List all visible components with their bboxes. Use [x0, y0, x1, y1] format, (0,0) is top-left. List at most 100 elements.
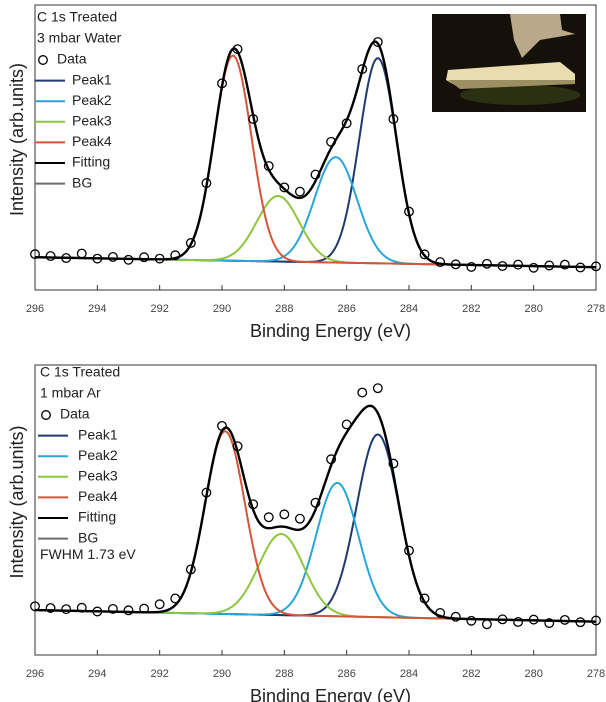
- x-tick-label: 284: [400, 668, 418, 680]
- data-point: [544, 260, 555, 271]
- peak-curve: [34, 430, 597, 623]
- data-point: [294, 186, 305, 197]
- x-tick-label: 292: [150, 303, 168, 315]
- data-point: [388, 114, 399, 124]
- x-tick-label: 288: [275, 303, 293, 315]
- data-point: [310, 169, 321, 180]
- peak-curve: [34, 156, 597, 269]
- data-point: [201, 178, 212, 189]
- legend-label: Peak3: [78, 468, 118, 484]
- y-axis-label: Intensity (arb.units): [7, 425, 27, 578]
- data-point: [232, 441, 243, 452]
- data-point: [404, 206, 414, 217]
- data-point: [326, 136, 337, 147]
- data-point: [76, 602, 87, 613]
- data-point: [481, 258, 492, 269]
- data-point: [404, 545, 414, 556]
- x-tick-label: 296: [26, 668, 44, 680]
- legend-label: Data: [60, 406, 90, 422]
- data-point: [154, 599, 165, 610]
- data-point: [76, 248, 87, 259]
- x-axis-label: Binding Energy (eV): [250, 686, 411, 702]
- x-tick-label: 282: [462, 668, 480, 680]
- data-point: [341, 118, 352, 129]
- data-point: [435, 257, 446, 268]
- data-point: [248, 114, 259, 124]
- data-point: [419, 249, 430, 260]
- x-tick-label: 282: [462, 303, 480, 315]
- data-point: [154, 253, 165, 264]
- data-point: [201, 487, 212, 498]
- legend-label: Peak2: [72, 92, 112, 108]
- y-axis-label: Intensity (arb.units): [7, 63, 27, 216]
- legend-marker: [41, 410, 51, 420]
- fitting-curve: [34, 404, 597, 623]
- data-point: [372, 383, 383, 394]
- photo-tool: [510, 14, 575, 58]
- data-point: [92, 606, 103, 617]
- data-point: [435, 608, 446, 618]
- x-tick-label: 292: [150, 668, 168, 680]
- x-tick-label: 286: [337, 303, 355, 315]
- inset-photo: [432, 14, 586, 112]
- data-point: [92, 253, 103, 264]
- data-point: [513, 259, 524, 270]
- legend-label: Peak3: [72, 113, 112, 129]
- x-tick-label: 288: [275, 668, 293, 680]
- data-point: [341, 419, 352, 430]
- plot-area: [30, 383, 601, 630]
- data-point: [591, 615, 601, 626]
- data-point: [450, 611, 461, 622]
- data-point: [107, 603, 118, 614]
- data-point: [185, 564, 196, 575]
- x-tick-label: 284: [400, 303, 418, 315]
- data-point: [591, 261, 601, 272]
- data-point: [185, 238, 196, 248]
- data-point: [123, 605, 134, 616]
- x-tick-label: 294: [88, 668, 106, 680]
- x-tick-label: 280: [524, 668, 542, 680]
- data-point: [263, 161, 274, 171]
- x-tick-label: 278: [587, 668, 605, 680]
- data-point: [419, 593, 430, 604]
- data-point: [123, 254, 134, 265]
- legend-label: Fitting: [78, 509, 116, 525]
- annotation: FWHM 1.73 eV: [40, 546, 136, 562]
- data-point: [232, 44, 243, 55]
- x-axis-label: Binding Energy (eV): [250, 321, 411, 341]
- data-point: [107, 251, 118, 262]
- data-point: [575, 262, 586, 273]
- data-point: [61, 253, 72, 264]
- data-point: [357, 387, 368, 398]
- x-tick-label: 280: [524, 303, 542, 315]
- data-point: [559, 614, 570, 625]
- data-point: [279, 509, 290, 520]
- x-tick-label: 294: [88, 303, 106, 315]
- x-tick-label: 286: [337, 668, 355, 680]
- x-tick-label: 290: [213, 303, 231, 315]
- data-point: [357, 64, 368, 75]
- data-point: [248, 499, 259, 510]
- data-point: [466, 261, 477, 272]
- data-point: [30, 601, 40, 612]
- x-tick-label: 278: [587, 303, 605, 315]
- plot-frame: [34, 364, 597, 656]
- data-point: [217, 78, 227, 89]
- data-point: [388, 458, 399, 469]
- data-point: [61, 604, 72, 615]
- data-point: [450, 259, 461, 270]
- panel-subtitle: 1 mbar Ar: [40, 385, 101, 401]
- photo-glow: [460, 85, 580, 105]
- legend-label: Peak1: [78, 426, 118, 442]
- data-point: [559, 259, 570, 270]
- fitting-curve: [34, 40, 597, 269]
- legend-label: Peak2: [78, 447, 118, 463]
- legend-label: Fitting: [72, 154, 110, 170]
- panel-subtitle: 3 mbar Water: [37, 30, 122, 46]
- legend-label: Peak4: [72, 133, 112, 149]
- legend-label: Data: [57, 51, 87, 67]
- plot-area: [30, 37, 601, 273]
- panel-title: C 1s Treated: [40, 364, 120, 380]
- legend-label: BG: [72, 174, 92, 190]
- x-tick-label: 296: [26, 303, 44, 315]
